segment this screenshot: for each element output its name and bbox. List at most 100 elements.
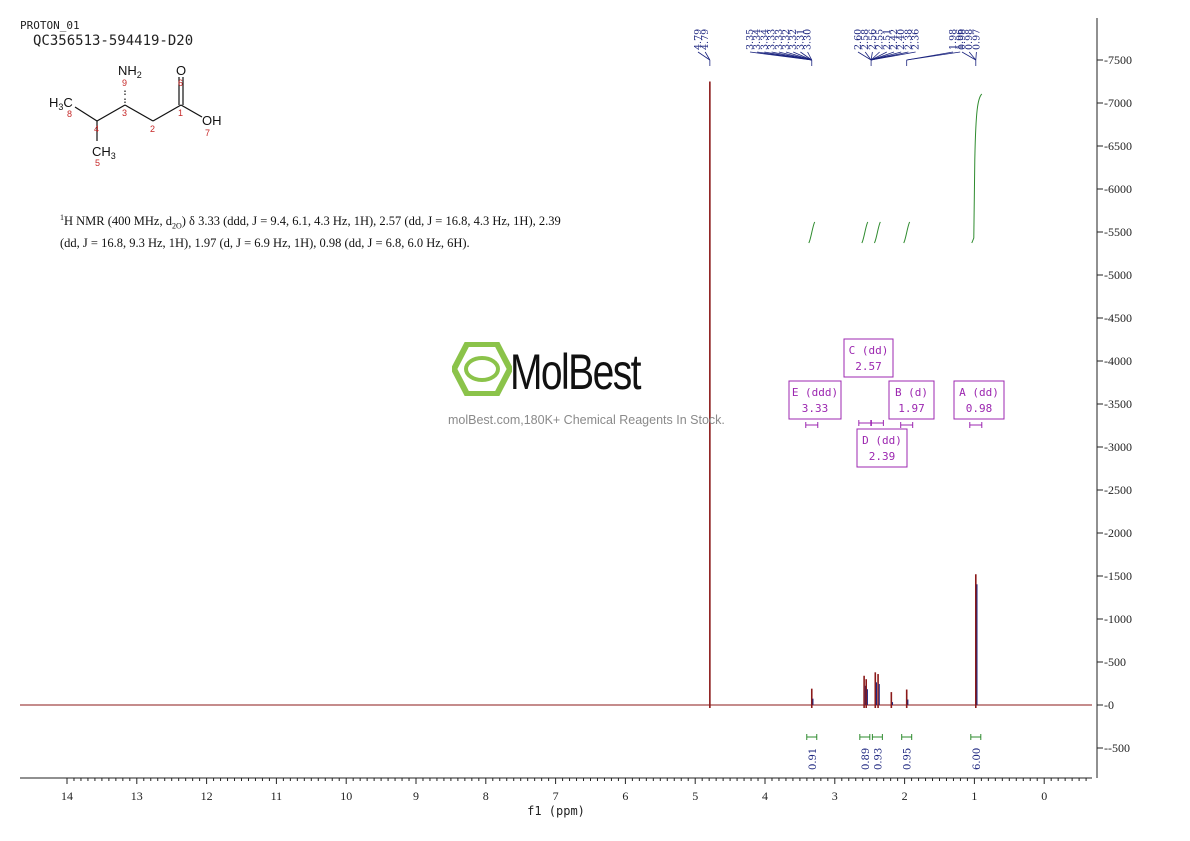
integral-value: 0.93: [873, 748, 884, 770]
peak-label-connector: [975, 51, 977, 61]
x-tick-label: 1: [971, 789, 977, 803]
x-tick-label: 6: [622, 789, 628, 803]
atom-number: 8: [67, 109, 72, 119]
peak-label: 2.58: [860, 29, 871, 50]
peak-label: 2.51: [882, 29, 893, 50]
integral-value: 0.91: [808, 748, 819, 770]
integral-value: 0.89: [861, 748, 872, 770]
experiment-name: PROTON_01: [20, 19, 80, 32]
peak-label-connector: [857, 51, 872, 61]
y-tick-label: -500: [1104, 655, 1126, 669]
y-tick-label: -0: [1104, 698, 1114, 712]
nmr-description: 1H NMR (400 MHz, d2O) δ 3.33 (ddd, J = 9…: [60, 213, 561, 250]
peak-label: 2.55: [875, 29, 886, 50]
peak-label-connector: [906, 51, 961, 61]
multiplet-frame: [953, 380, 1005, 420]
peak-label-connector: [871, 51, 916, 61]
peak-label: 0.97: [971, 29, 982, 50]
oxygen-label: O: [176, 63, 186, 78]
peak-label: 3.33: [774, 29, 785, 50]
chemical-structure: NH2 O OH H3C CH3 9 6 3 1 8 4 2 7 5: [49, 63, 222, 168]
integral-curve: [873, 221, 881, 244]
oh-label: OH: [202, 113, 222, 128]
multiplet-shift: 2.57: [855, 360, 882, 373]
multiplet-box: A (dd) 0.98: [953, 380, 1005, 428]
peak-label: 0.98: [957, 29, 968, 50]
peak-label-connector: [961, 51, 976, 61]
x-tick-label: 10: [340, 789, 352, 803]
multiplet-label: D (dd): [862, 434, 902, 447]
x-tick-label: 11: [271, 789, 283, 803]
atom-number: 1: [178, 108, 183, 118]
y-tick-label: -3500: [1104, 397, 1132, 411]
multiplet-frame: [856, 428, 908, 468]
multiplet-shift: 2.39: [869, 450, 896, 463]
peak-label-connector: [785, 51, 812, 61]
peak-label: 3.33: [767, 29, 778, 50]
atom-number: 3: [122, 108, 127, 118]
peak-label: 2.60: [853, 29, 864, 50]
sample-id: QC356513-594419-D20: [33, 33, 194, 49]
y-tick-label: -2500: [1104, 483, 1132, 497]
x-tick-label: 8: [483, 789, 489, 803]
watermark-brand: MolBest: [510, 344, 642, 400]
multiplet-box: B (d) 1.97: [888, 380, 935, 428]
peak-label: 1.96: [955, 29, 966, 50]
atom-number: 4: [94, 124, 99, 134]
x-tick-label: 3: [832, 789, 838, 803]
multiplet-shift: 1.97: [898, 402, 925, 415]
integral-curve: [808, 221, 816, 244]
peak-label: 2.40: [896, 29, 907, 50]
x-tick-label: 14: [61, 789, 73, 803]
x-tick-label: 12: [201, 789, 213, 803]
peak-label-connector: [864, 51, 872, 61]
peak-label-connector: [793, 51, 812, 61]
peak-label: 2.56: [867, 29, 878, 50]
x-tick-label: 7: [553, 789, 559, 803]
peak-label-connector: [870, 51, 873, 61]
peak-label-connector: [697, 51, 711, 61]
peak-label: 2.36: [911, 29, 922, 50]
peak-label: 4.79: [700, 29, 711, 50]
multiplet-frame: [888, 380, 935, 420]
ch3-left-label: H3C: [49, 95, 73, 112]
y-tick-label: -6000: [1104, 182, 1132, 196]
nh2-label: NH2: [118, 63, 142, 80]
multiplet-shift: 0.98: [966, 402, 993, 415]
peak-label: 4.79: [693, 29, 704, 50]
peak-label-connector: [870, 51, 880, 61]
peak-label: 3.32: [781, 29, 792, 50]
peak-label: 2.38: [903, 29, 914, 50]
peak-label-connector: [800, 51, 812, 61]
x-tick-label: 9: [413, 789, 419, 803]
peak-label: 3.34: [759, 29, 770, 50]
atom-number: 5: [95, 158, 100, 168]
y-tick-label: -2000: [1104, 526, 1132, 540]
atom-number: 2: [150, 124, 155, 134]
atom-number: 6: [178, 78, 183, 88]
y-tick-label: -1000: [1104, 612, 1132, 626]
y-tick-label: -5500: [1104, 225, 1132, 239]
watermark-tagline: molBest.com,180K+ Chemical Reagents In S…: [448, 413, 725, 427]
y-tick-label: -6500: [1104, 139, 1132, 153]
multiplet-label: B (d): [895, 386, 928, 399]
y-tick-label: -3000: [1104, 440, 1132, 454]
peak-label: 3.31: [795, 29, 806, 50]
molbest-logo-icon: [452, 342, 512, 396]
x-tick-label: 4: [762, 789, 768, 803]
multiplet-box: D (dd) 2.39: [856, 420, 908, 468]
peak-label-connector: [807, 51, 813, 61]
peak-label: 0.98: [964, 29, 975, 50]
peak-label: 2.42: [889, 29, 900, 50]
x-tick-label: 0: [1041, 789, 1047, 803]
peak-label-connector: [968, 51, 977, 61]
y-tick-label: -1500: [1104, 569, 1132, 583]
y-tick-label: -5000: [1104, 268, 1132, 282]
y-tick-label: -7000: [1104, 96, 1132, 110]
multiplet-frame: [843, 338, 894, 378]
multiplet-box: E (ddd) 3.33: [788, 380, 842, 428]
peak-label: 3.34: [752, 29, 763, 50]
peak-label: 3.32: [788, 29, 799, 50]
multiplet-label: A (dd): [959, 386, 999, 399]
